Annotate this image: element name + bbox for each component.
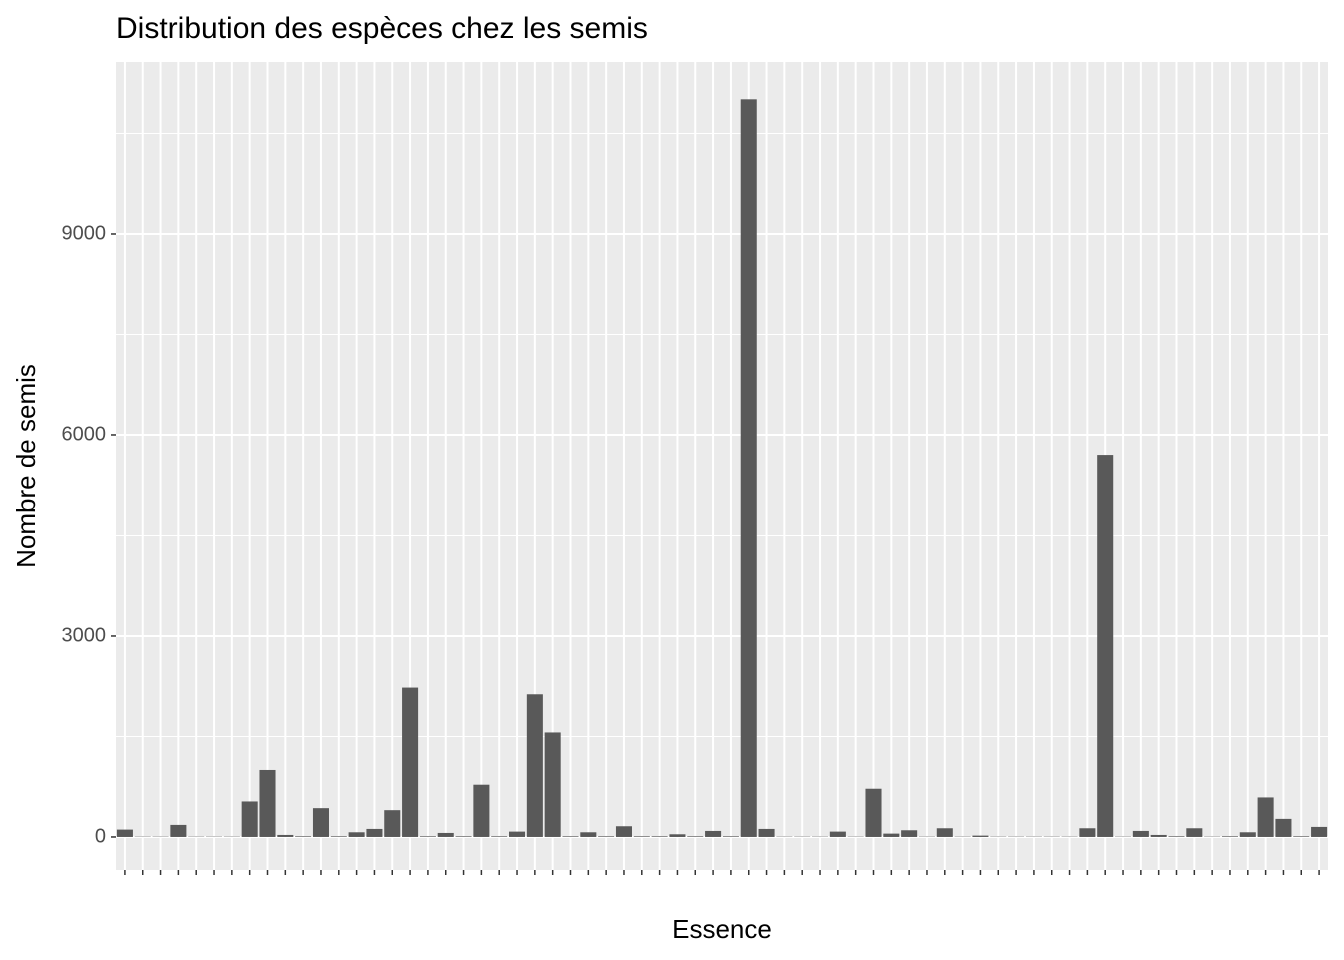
- bar: [669, 834, 686, 837]
- y-axis-title: Nombre de semis: [11, 364, 41, 568]
- bar: [883, 833, 900, 837]
- bar: [295, 836, 312, 837]
- bar: [758, 828, 775, 837]
- bar: [437, 832, 454, 837]
- bar: [455, 836, 472, 837]
- bar: [170, 824, 187, 837]
- bar: [1079, 828, 1096, 837]
- bar: [1221, 836, 1238, 837]
- bar: [277, 834, 294, 837]
- bar: [580, 832, 597, 837]
- panel: [116, 62, 1328, 870]
- bar: [633, 836, 650, 837]
- bar: [1257, 797, 1274, 837]
- bar: [598, 836, 615, 837]
- bar: [687, 836, 704, 837]
- bar: [384, 810, 401, 837]
- bar: [1132, 830, 1149, 837]
- bar: [312, 808, 329, 837]
- bar: [1150, 834, 1167, 837]
- bar: [544, 732, 561, 837]
- bar: [402, 687, 419, 837]
- bar: [366, 828, 383, 837]
- bar: [491, 836, 508, 837]
- y-tick-label: 0: [95, 825, 106, 847]
- bar: [526, 694, 543, 837]
- bar: [348, 832, 365, 837]
- y-tick-label: 3000: [62, 624, 107, 646]
- bar: [705, 830, 722, 837]
- bar: [562, 836, 579, 837]
- y-tick-label: 6000: [62, 423, 107, 445]
- bar: [509, 831, 526, 837]
- bar: [419, 836, 436, 837]
- bar: [259, 769, 276, 837]
- bar: [473, 784, 490, 837]
- bar: [740, 99, 757, 837]
- bar: [865, 788, 882, 837]
- bar: [1186, 828, 1203, 837]
- chart-title: Distribution des espèces chez les semis: [116, 12, 648, 45]
- bar: [241, 801, 258, 837]
- bar: [1293, 836, 1310, 837]
- bar: [972, 835, 989, 837]
- bar: [1311, 826, 1328, 837]
- bar: [1275, 818, 1292, 837]
- bar: [330, 836, 347, 837]
- bar: [1097, 455, 1114, 837]
- bar: [615, 826, 632, 837]
- bar: [722, 836, 739, 837]
- bar: [936, 828, 953, 837]
- x-axis-title: Essence: [672, 914, 772, 944]
- bar: [1239, 832, 1256, 837]
- bar: [651, 836, 668, 837]
- bar: [1168, 836, 1185, 837]
- bar: [829, 831, 846, 837]
- bar: [901, 830, 918, 837]
- y-tick-label: 9000: [62, 222, 107, 244]
- bar: [116, 829, 133, 837]
